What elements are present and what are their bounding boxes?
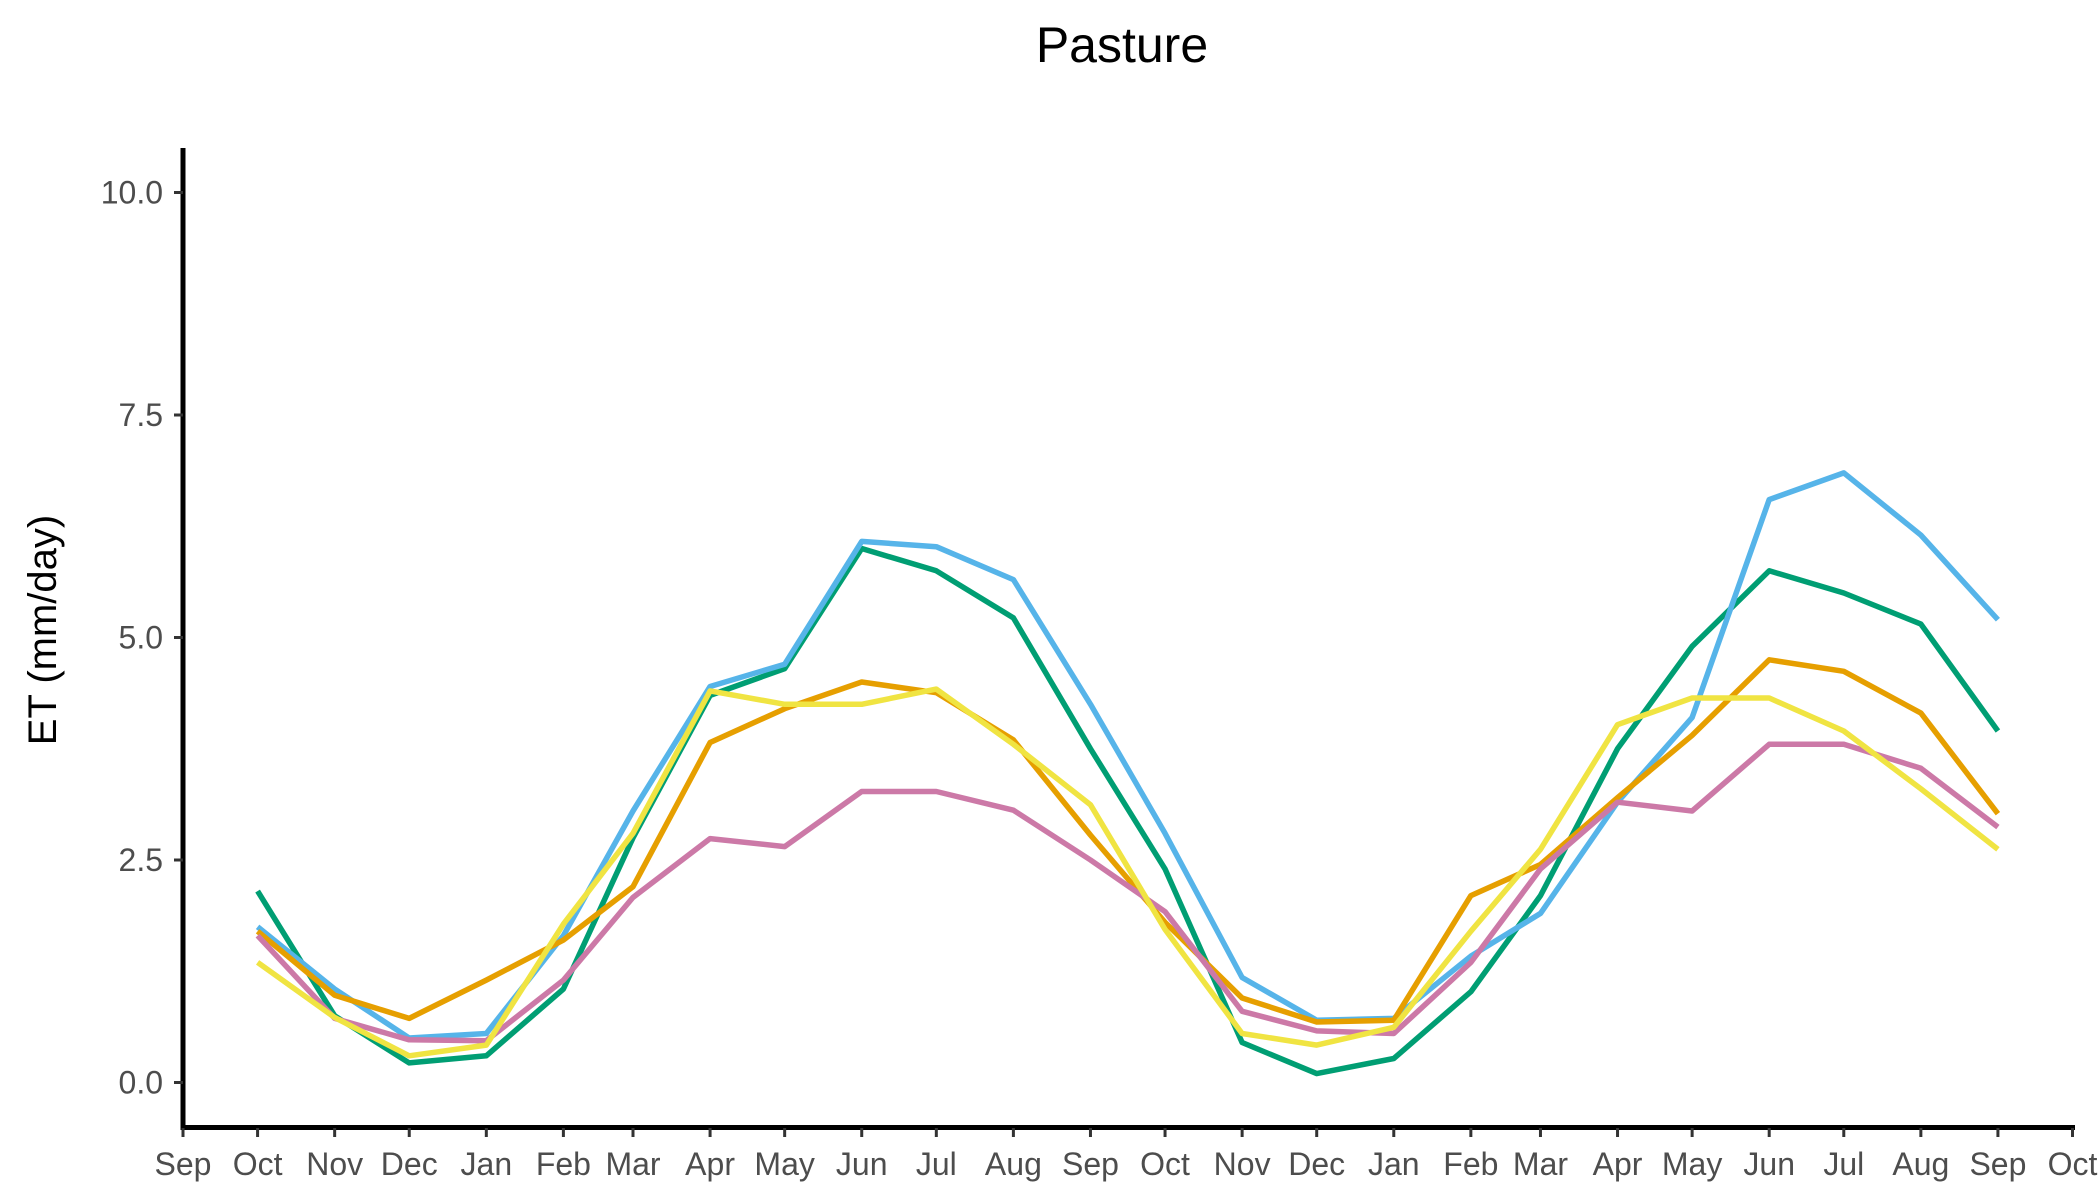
x-tick-label: Apr (685, 1146, 735, 1182)
x-tick-label: Oct (1140, 1146, 1190, 1182)
x-tick-label: Mar (605, 1146, 660, 1182)
y-ticks: 0.0 2.5 5.0 7.5 10.0 (101, 175, 183, 1101)
x-tick-label: Nov (1214, 1146, 1271, 1182)
y-tick-label: 10.0 (101, 175, 163, 211)
series-layer (255, 470, 2001, 1077)
y-tick-label: 7.5 (119, 397, 163, 433)
series-line-5 (256, 686, 2000, 1059)
x-tick-label: Jan (1368, 1146, 1420, 1182)
x-tick-label: Jul (916, 1146, 957, 1182)
x-tick-label: Sep (1062, 1146, 1119, 1182)
x-tick-label: May (1662, 1146, 1722, 1182)
x-tick-label: Jun (836, 1146, 888, 1182)
x-tick-label: Oct (233, 1146, 283, 1182)
y-tick-label: 0.0 (119, 1065, 163, 1101)
x-tick-label: Dec (1288, 1146, 1345, 1182)
x-tick-label: Nov (306, 1146, 363, 1182)
series-line-4 (255, 741, 2000, 1044)
x-tick-label: Sep (155, 1146, 212, 1182)
x-tick-label: Sep (1969, 1146, 2026, 1182)
x-tick-label: Jul (1823, 1146, 1864, 1182)
x-tick-label: May (754, 1146, 814, 1182)
x-tick-label: Jun (1743, 1146, 1795, 1182)
y-tick-label: 2.5 (119, 842, 163, 878)
series-line-3 (255, 657, 2001, 1025)
y-axis-label: ET (mm/day) (21, 515, 65, 745)
x-tick-label: Apr (1593, 1146, 1643, 1182)
x-tick-label: Feb (1443, 1146, 1498, 1182)
x-ticks: Sep Oct Nov Dec Jan Feb Mar Apr May Jun Jul Aug Sep O… (155, 1128, 2098, 1182)
x-tick-label: Aug (1892, 1146, 1949, 1182)
x-tick-label: Dec (381, 1146, 438, 1182)
axes (180, 148, 2075, 1130)
chart-title: Pasture (1036, 17, 1208, 73)
series-line-1 (255, 545, 2001, 1077)
x-tick-label: Feb (536, 1146, 591, 1182)
x-tick-label: Oct (2048, 1146, 2098, 1182)
series-line-2 (255, 470, 2000, 1041)
x-tick-label: Jan (461, 1146, 513, 1182)
x-tick-label: Mar (1513, 1146, 1568, 1182)
y-tick-label: 5.0 (119, 620, 163, 656)
x-tick-label: Aug (985, 1146, 1042, 1182)
